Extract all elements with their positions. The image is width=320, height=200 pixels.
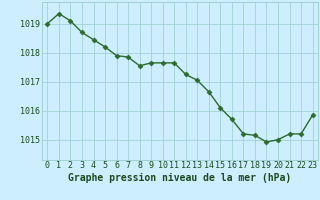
- X-axis label: Graphe pression niveau de la mer (hPa): Graphe pression niveau de la mer (hPa): [68, 173, 292, 183]
